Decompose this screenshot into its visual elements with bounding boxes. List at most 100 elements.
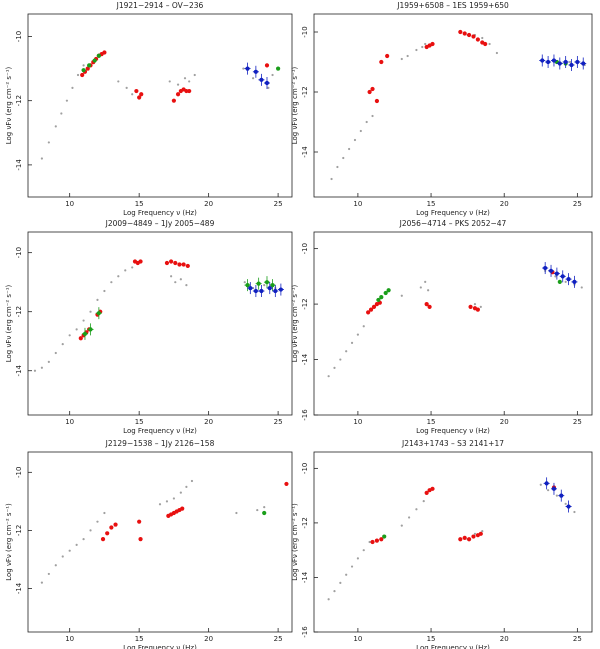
- data-point-green: [262, 510, 267, 516]
- chart-panel-4: J2056−4714 – PKS 2052−47 10 15 20 25 -10 -12 -1…: [291, 219, 593, 435]
- x-tick-label: 20: [500, 635, 509, 643]
- data-point-gray: [89, 310, 92, 313]
- x-tick-label: 10: [353, 635, 362, 643]
- data-point-red: [137, 95, 142, 100]
- data-point-gray: [554, 275, 557, 278]
- data-point-gray: [362, 325, 365, 328]
- y-tick-label: -12: [301, 298, 309, 309]
- y-tick-label: -10: [15, 247, 23, 258]
- data-point-gray: [415, 48, 418, 52]
- y-axis-label: Log νFν (erg cm⁻² s⁻¹): [5, 66, 13, 144]
- data-point-gray: [54, 351, 57, 355]
- data-layer: [327, 262, 583, 378]
- data-point-red: [366, 310, 371, 315]
- data-layer: [327, 477, 576, 601]
- data-point-blue: [253, 288, 258, 294]
- data-point-gray: [68, 334, 71, 337]
- data-point-red: [468, 304, 473, 309]
- data-point-gray: [75, 543, 78, 547]
- data-point-red: [139, 92, 144, 97]
- data-point-gray: [176, 83, 180, 86]
- data-layer: [40, 50, 281, 160]
- data-point-gray: [330, 177, 333, 181]
- data-point-red: [284, 481, 289, 487]
- data-point-gray: [400, 57, 403, 61]
- x-tick-label: 15: [135, 635, 144, 643]
- y-axis-label: Log νFν (erg cm⁻² s⁻¹): [291, 66, 299, 144]
- data-point-gray: [539, 483, 542, 486]
- data-point-gray: [339, 581, 342, 585]
- data-point-blue: [551, 58, 557, 63]
- data-point-gray: [400, 294, 403, 297]
- y-tick-label: -14: [301, 146, 309, 158]
- data-point-gray: [336, 165, 339, 169]
- y-tick-label: -10: [301, 26, 309, 37]
- data-point-blue: [563, 59, 568, 65]
- data-point-gray: [76, 73, 80, 77]
- data-point-gray: [65, 99, 69, 102]
- data-point-red: [379, 537, 384, 542]
- data-point-gray: [183, 77, 187, 80]
- x-tick-label: 25: [573, 418, 582, 426]
- data-point-red: [466, 32, 472, 38]
- data-point-red: [138, 259, 143, 264]
- data-point-gray: [327, 598, 330, 601]
- data-point-green: [264, 280, 270, 285]
- data-point-gray: [350, 341, 354, 345]
- data-point-blue: [569, 62, 574, 68]
- data-point-gray: [473, 532, 477, 535]
- data-point-red: [368, 307, 374, 312]
- data-point-gray: [242, 67, 245, 70]
- data-point-gray: [103, 289, 106, 293]
- data-point-blue: [273, 288, 278, 294]
- x-tick-label: 25: [274, 418, 283, 426]
- data-point-red: [424, 490, 429, 496]
- data-point-gray: [333, 589, 336, 593]
- data-point-blue: [278, 287, 283, 292]
- data-point-red: [379, 59, 384, 65]
- x-tick-label: 20: [500, 418, 509, 426]
- data-point-gray: [348, 147, 351, 151]
- data-point-red: [181, 262, 186, 267]
- y-tick-label: -14: [301, 571, 309, 583]
- data-point-blue: [248, 285, 253, 291]
- data-point-gray: [117, 275, 120, 278]
- data-point-gray: [356, 557, 359, 560]
- data-point-gray: [400, 524, 403, 527]
- data-point-gray: [419, 286, 422, 289]
- data-point-gray: [424, 42, 427, 46]
- y-axis-label: Log νFν (erg cm⁻² s⁻¹): [5, 284, 13, 362]
- data-point-blue: [544, 481, 549, 486]
- data-point-gray: [47, 141, 50, 144]
- data-point-gray: [564, 280, 567, 284]
- chart-title: J2009−4849 – 1Jy 2005−489: [105, 219, 215, 228]
- data-point-blue: [572, 279, 577, 285]
- data-point-red: [113, 522, 118, 527]
- data-point-green: [82, 331, 88, 336]
- data-point-red: [109, 525, 114, 530]
- data-point-red: [187, 88, 192, 94]
- data-point-gray: [406, 54, 409, 58]
- data-point-gray: [235, 511, 238, 515]
- data-point-gray: [96, 298, 99, 301]
- x-tick-label: 15: [427, 418, 436, 426]
- data-point-red: [105, 531, 110, 536]
- x-axis-label: Log Frequency ν (Hz): [416, 644, 490, 649]
- y-axis-label: Log νFν (erg cm⁻² s⁻¹): [291, 284, 299, 362]
- data-point-red: [102, 50, 107, 55]
- x-tick-label: 25: [274, 635, 283, 643]
- data-point-red: [367, 89, 372, 95]
- x-tick-label: 10: [65, 418, 74, 426]
- plot-frame: [27, 231, 293, 416]
- data-point-gray: [96, 520, 99, 523]
- chart-panel-5: J2129−1538 – 1Jy 2126−158 10 15 20 25 -10 -12 -…: [5, 439, 293, 649]
- data-point-blue: [548, 268, 554, 273]
- x-tick-label: 10: [65, 635, 74, 643]
- data-point-blue: [557, 61, 562, 66]
- data-point-green: [270, 283, 275, 288]
- data-point-red: [430, 41, 435, 47]
- data-point-green: [81, 68, 86, 73]
- data-point-gray: [263, 284, 266, 287]
- data-point-red: [138, 536, 143, 542]
- data-point-gray: [40, 581, 43, 584]
